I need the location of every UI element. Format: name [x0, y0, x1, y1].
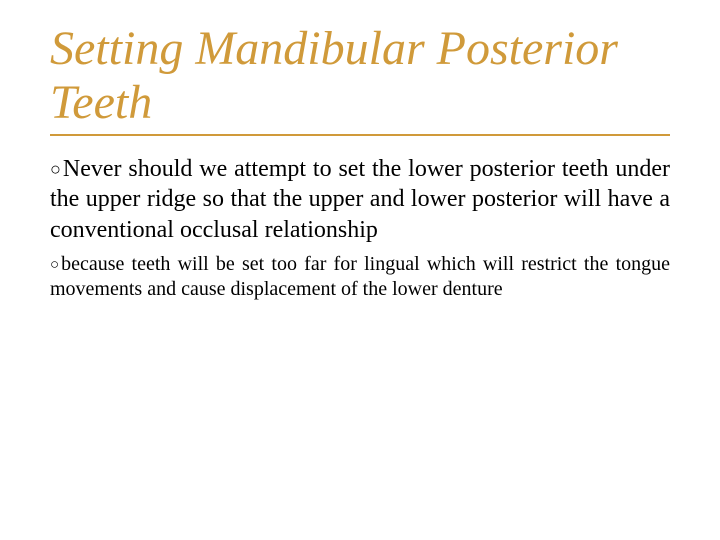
- bullet-level-1: ○Never should we attempt to set the lowe…: [50, 154, 670, 246]
- title-underline: [50, 134, 670, 136]
- bullet-marker-icon: ○: [50, 255, 59, 274]
- bullet-text: Never should we attempt to set the lower…: [50, 156, 670, 243]
- bullet-text: because teeth will be set too far for li…: [50, 253, 670, 301]
- bullet-marker-icon: ○: [50, 158, 61, 181]
- slide: Setting Mandibular Posterior Teeth ○Neve…: [0, 0, 720, 540]
- bullet-level-2: ○because teeth will be set too far for l…: [50, 252, 670, 303]
- slide-title: Setting Mandibular Posterior Teeth: [50, 22, 670, 130]
